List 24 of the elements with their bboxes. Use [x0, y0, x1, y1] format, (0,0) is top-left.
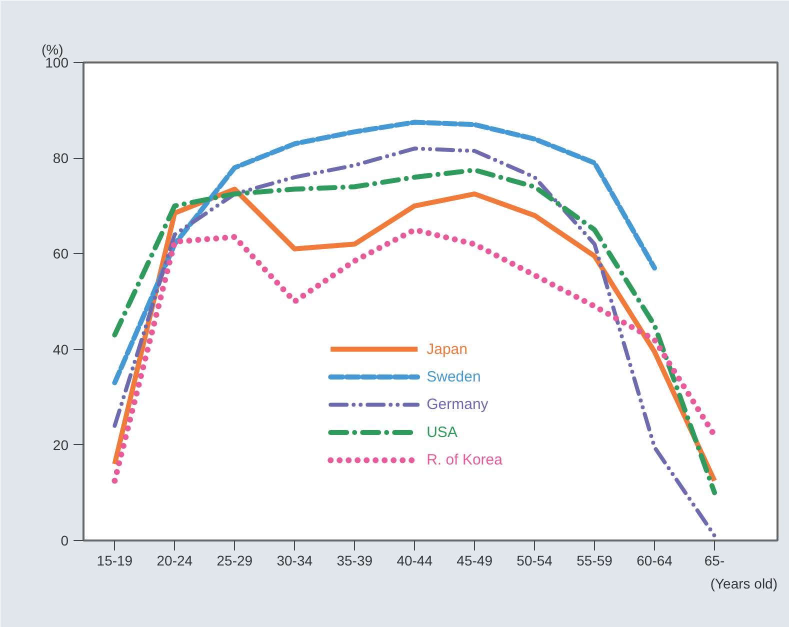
x-tick-label: 20-24 [156, 552, 193, 568]
x-tick-label: 55-59 [576, 552, 613, 568]
x-tick-label: 45-49 [456, 552, 493, 568]
x-tick-label: 65- [704, 552, 725, 568]
x-tick-label: 15-19 [96, 552, 133, 568]
y-axis-title: (%) [42, 42, 64, 58]
y-tick-label: 0 [60, 532, 69, 548]
y-tick-label: 60 [52, 246, 69, 262]
text: Sweden [426, 368, 481, 386]
x-tick-label: 60-64 [636, 552, 673, 568]
x-tick-label: 40-44 [396, 552, 433, 568]
text: Germany [426, 396, 489, 414]
y-tick-label: 20 [52, 436, 69, 453]
line-series [112, 146, 717, 538]
y-tick-label: 80 [52, 150, 69, 166]
x-tick-label: 35-39 [336, 552, 373, 568]
text: USA [426, 424, 458, 441]
text: Japan [426, 340, 468, 358]
x-axis-title: (Years old) [710, 576, 778, 592]
x-tick-label: 30-34 [276, 552, 313, 568]
y-tick-label: 40 [52, 341, 69, 358]
text: R. of Korea [426, 452, 504, 469]
x-tick-label: 25-29 [216, 552, 253, 568]
x-tick-label: 50-54 [516, 552, 553, 568]
